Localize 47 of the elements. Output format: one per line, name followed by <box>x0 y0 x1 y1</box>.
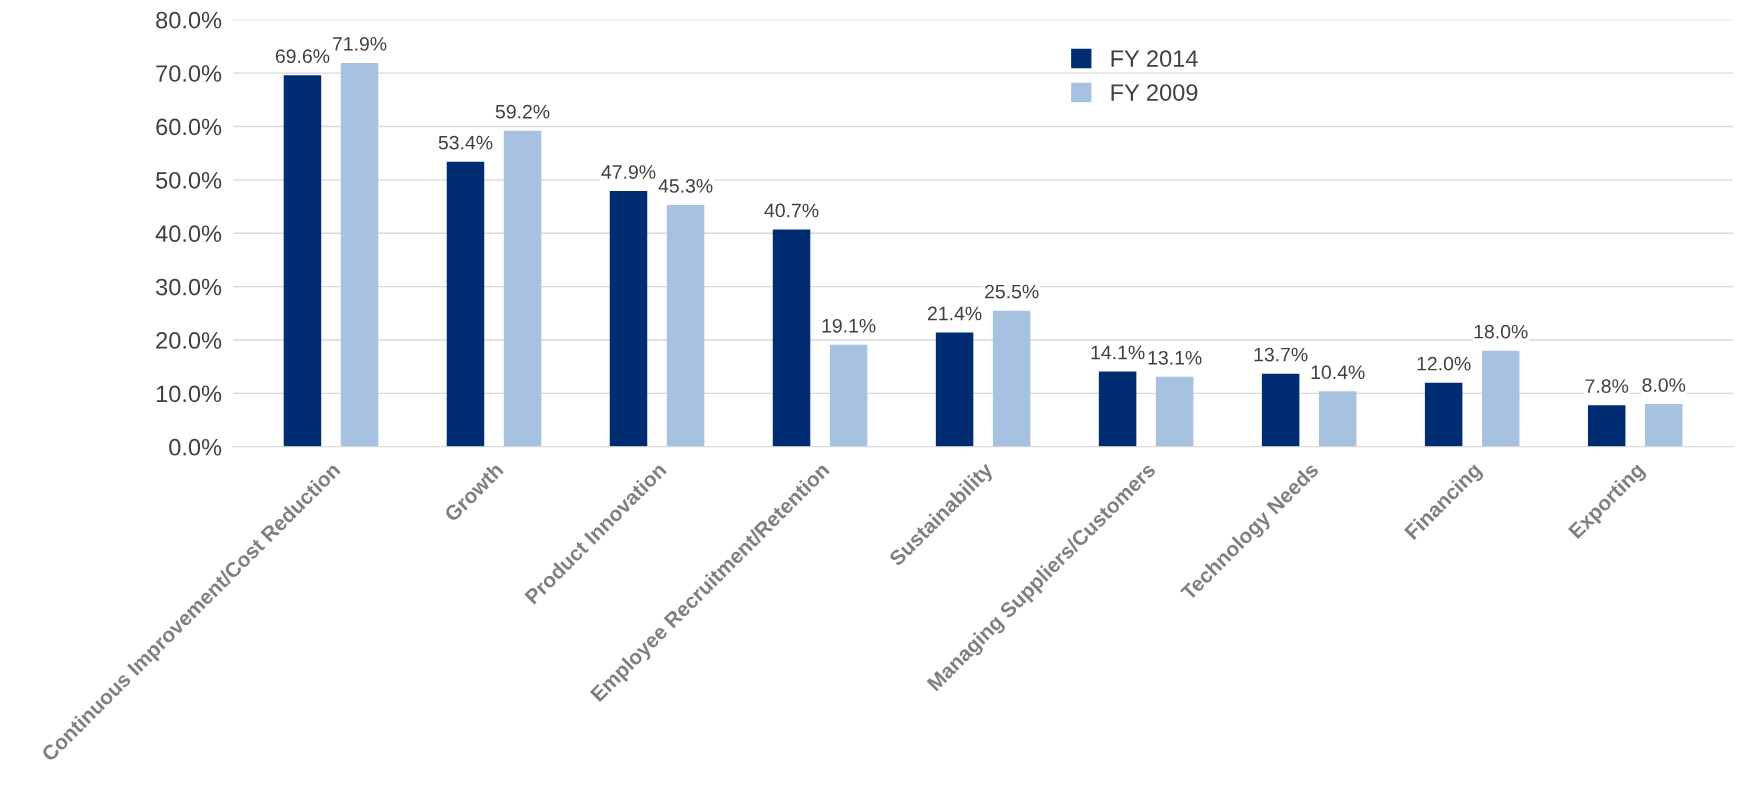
bar <box>992 310 1031 447</box>
data-label: 10.4% <box>1311 365 1365 380</box>
data-label: 71.9% <box>332 37 387 51</box>
bar <box>1424 382 1463 447</box>
data-label: 12.0% <box>1417 356 1471 371</box>
data-label: 53.4% <box>438 135 493 150</box>
y-tick-label: 20.0% <box>156 332 222 349</box>
bar <box>1481 350 1520 447</box>
bar <box>1261 373 1300 447</box>
data-label: 19.1% <box>822 318 876 333</box>
data-label: 45.3% <box>658 179 713 193</box>
y-tick-label: 70.0% <box>156 65 222 82</box>
y-tick-label: 60.0% <box>156 118 222 136</box>
bar <box>772 229 811 447</box>
data-label: 25.5% <box>985 284 1039 299</box>
y-tick-label: 10.0% <box>156 385 222 403</box>
bar <box>283 75 322 447</box>
bar <box>1645 404 1683 447</box>
data-label: 14.1% <box>1091 345 1145 360</box>
bar <box>1318 391 1357 447</box>
data-label: 47.9% <box>601 165 656 179</box>
y-tick-label: 30.0% <box>156 278 222 296</box>
data-label: 8.0% <box>1642 378 1686 392</box>
y-tick-label: 40.0% <box>155 225 222 243</box>
bar <box>1098 371 1137 447</box>
data-label: 13.1% <box>1148 350 1202 365</box>
bar <box>829 344 868 447</box>
bar <box>1155 376 1194 447</box>
data-label: 18.0% <box>1474 324 1528 339</box>
bar <box>340 62 379 447</box>
data-label: 69.6% <box>275 49 330 64</box>
bar <box>666 204 705 447</box>
bar <box>446 161 485 447</box>
y-tick-label: 80.0% <box>156 11 222 29</box>
data-label: 13.7% <box>1254 347 1308 362</box>
bar <box>1587 405 1626 447</box>
y-tick-label: 0.0% <box>169 438 222 456</box>
legend-label: FY 2009 <box>1111 84 1198 101</box>
data-label: 59.2% <box>495 104 550 119</box>
bar <box>935 332 974 447</box>
data-label: 40.7% <box>764 203 819 218</box>
bar <box>503 130 542 447</box>
y-tick-label: 50.0% <box>156 171 222 189</box>
bar <box>609 191 648 447</box>
data-label: 21.4% <box>927 306 982 321</box>
legend-label: FY 2014 <box>1111 50 1198 67</box>
data-label: 7.8% <box>1585 379 1629 393</box>
